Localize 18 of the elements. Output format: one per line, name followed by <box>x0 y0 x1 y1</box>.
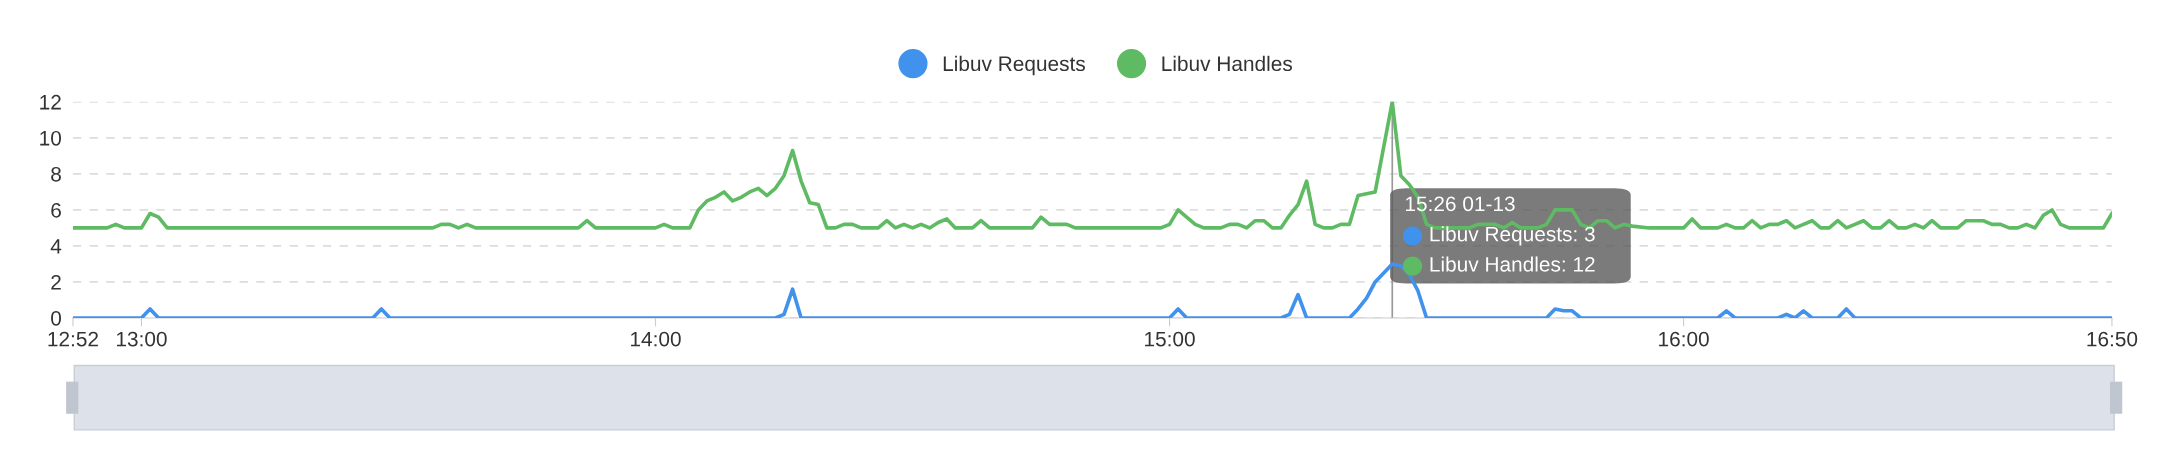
y-tick-label: 6 <box>51 202 61 218</box>
x-tick-label: 14:00 <box>631 331 681 347</box>
y-tick-label: 8 <box>51 166 61 182</box>
x-tick-label: 16:00 <box>1659 331 1709 347</box>
annotation: 15:26 01-13 <box>1405 196 1515 212</box>
legend-label: Libuv Handles <box>1162 55 1292 72</box>
y-tick-label: 0 <box>51 310 62 326</box>
x-tick-label: 15:00 <box>1145 331 1195 347</box>
annotation: Libuv Handles: 12 <box>1430 256 1595 272</box>
y-tick-label: 4 <box>50 239 62 254</box>
legend-label: Libuv Requests <box>943 55 1085 76</box>
annotation: Libuv Requests: 3 <box>1430 226 1595 246</box>
x-tick-label: 13:00 <box>116 331 167 347</box>
y-tick-label: 12 <box>40 94 61 110</box>
x-tick-label: 16:50 <box>2087 331 2138 347</box>
x-tick-label: 12:52 <box>48 331 98 347</box>
y-tick-label: 10 <box>40 130 62 146</box>
y-tick-label: 2 <box>51 274 61 290</box>
